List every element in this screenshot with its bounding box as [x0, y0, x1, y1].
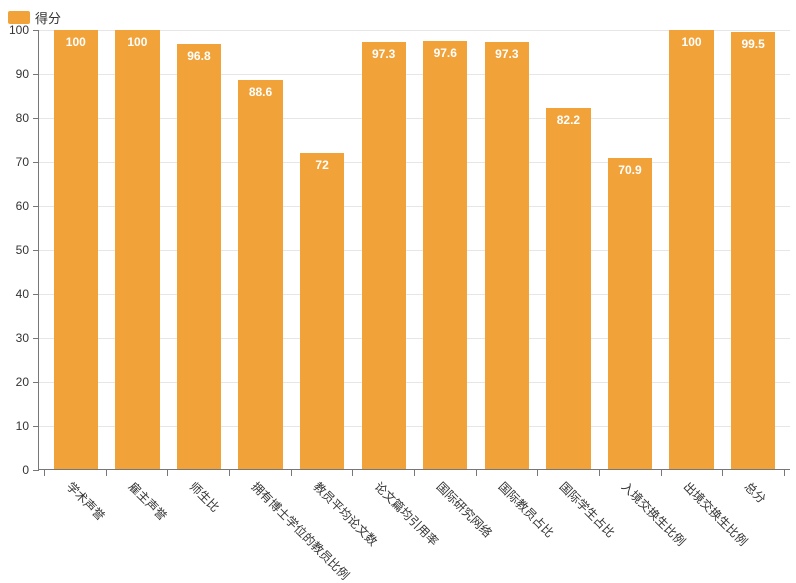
bar-slot: 97.6: [414, 30, 476, 469]
x-label-slot: 国际学生占比: [537, 472, 599, 572]
bar-value-label: 72: [315, 158, 328, 172]
bar-slot: 72: [291, 30, 353, 469]
bar: 82.2: [546, 108, 590, 469]
x-tick: [476, 470, 477, 476]
y-tick: [33, 470, 39, 471]
bar-slot: 70.9: [599, 30, 661, 469]
x-tick: [784, 470, 785, 476]
x-label-slot: 教员平均论文数: [291, 472, 353, 572]
x-axis-label: 学术声誉: [63, 478, 109, 524]
bar: 88.6: [238, 80, 282, 469]
x-label-slot: 拥有博士学位的教员比例: [229, 472, 291, 572]
legend-label: 得分: [35, 8, 61, 27]
bar-value-label: 97.3: [495, 47, 518, 61]
bar-slot: 82.2: [538, 30, 600, 469]
y-axis-label: 0: [22, 463, 29, 477]
x-label-slot: 师生比: [167, 472, 229, 572]
bar-slot: 100: [45, 30, 107, 469]
bar-slot: 99.5: [722, 30, 784, 469]
bars-container: 100 100 96.8 88.6 72 97.3 97.6 97.3 82.2 70.9 100 9…: [39, 30, 790, 469]
x-tick: [599, 470, 600, 476]
x-tick: [661, 470, 662, 476]
x-axis-label: 总分: [741, 478, 770, 507]
y-axis-label: 100: [9, 23, 29, 37]
y-axis-label: 40: [16, 287, 29, 301]
bar-slot: 100: [661, 30, 723, 469]
x-label-slot: 论文篇均引用率: [352, 472, 414, 572]
bar-slot: 88.6: [230, 30, 292, 469]
bar: 100: [54, 30, 98, 469]
bar-value-label: 70.9: [618, 163, 641, 177]
x-tick: [414, 470, 415, 476]
bar-value-label: 97.3: [372, 47, 395, 61]
bar-slot: 97.3: [353, 30, 415, 469]
bar-value-label: 99.5: [741, 37, 764, 51]
y-axis-label: 90: [16, 67, 29, 81]
bar: 97.3: [362, 42, 406, 469]
x-axis-labels: 学术声誉雇主声誉师生比拥有博士学位的教员比例教员平均论文数论文篇均引用率国际研究…: [38, 472, 790, 572]
x-axis-label: 师生比: [186, 478, 223, 515]
y-axis-label: 10: [16, 419, 29, 433]
bar: 96.8: [177, 44, 221, 469]
bar-value-label: 88.6: [249, 85, 272, 99]
bar: 99.5: [731, 32, 775, 469]
bar: 97.3: [485, 42, 529, 469]
bar-value-label: 100: [66, 35, 86, 49]
bar: 100: [669, 30, 713, 469]
bar-value-label: 82.2: [557, 113, 580, 127]
y-axis-label: 80: [16, 111, 29, 125]
bar: 97.6: [423, 41, 467, 469]
x-tick: [291, 470, 292, 476]
x-tick: [352, 470, 353, 476]
bar-slot: 96.8: [168, 30, 230, 469]
y-axis-label: 30: [16, 331, 29, 345]
bar: 70.9: [608, 158, 652, 469]
x-tick: [537, 470, 538, 476]
x-tick: [722, 470, 723, 476]
bar-value-label: 100: [127, 35, 147, 49]
x-tick: [44, 470, 45, 476]
x-axis-label: 雇主声誉: [124, 478, 170, 524]
chart-plot-area: 0102030405060708090100 10010096.888.6729…: [38, 30, 790, 470]
bar-value-label: 96.8: [187, 49, 210, 63]
y-axis-label: 60: [16, 199, 29, 213]
x-label-slot: 雇主声誉: [106, 472, 168, 572]
bar: 72: [300, 153, 344, 469]
x-label-slot: 学术声誉: [44, 472, 106, 572]
bar: 100: [115, 30, 159, 469]
bar-value-label: 97.6: [434, 46, 457, 60]
x-label-slot: 入境交换生比例: [599, 472, 661, 572]
y-axis-label: 70: [16, 155, 29, 169]
x-tick: [229, 470, 230, 476]
y-axis-label: 50: [16, 243, 29, 257]
bar-value-label: 100: [682, 35, 702, 49]
x-label-slot: 出境交换生比例: [661, 472, 723, 572]
x-tick: [106, 470, 107, 476]
bar-slot: 97.3: [476, 30, 538, 469]
x-label-slot: 总分: [722, 472, 784, 572]
x-tick: [167, 470, 168, 476]
y-axis-label: 20: [16, 375, 29, 389]
x-label-slot: 国际研究网络: [414, 472, 476, 572]
x-label-slot: 国际教员占比: [476, 472, 538, 572]
bar-slot: 100: [107, 30, 169, 469]
